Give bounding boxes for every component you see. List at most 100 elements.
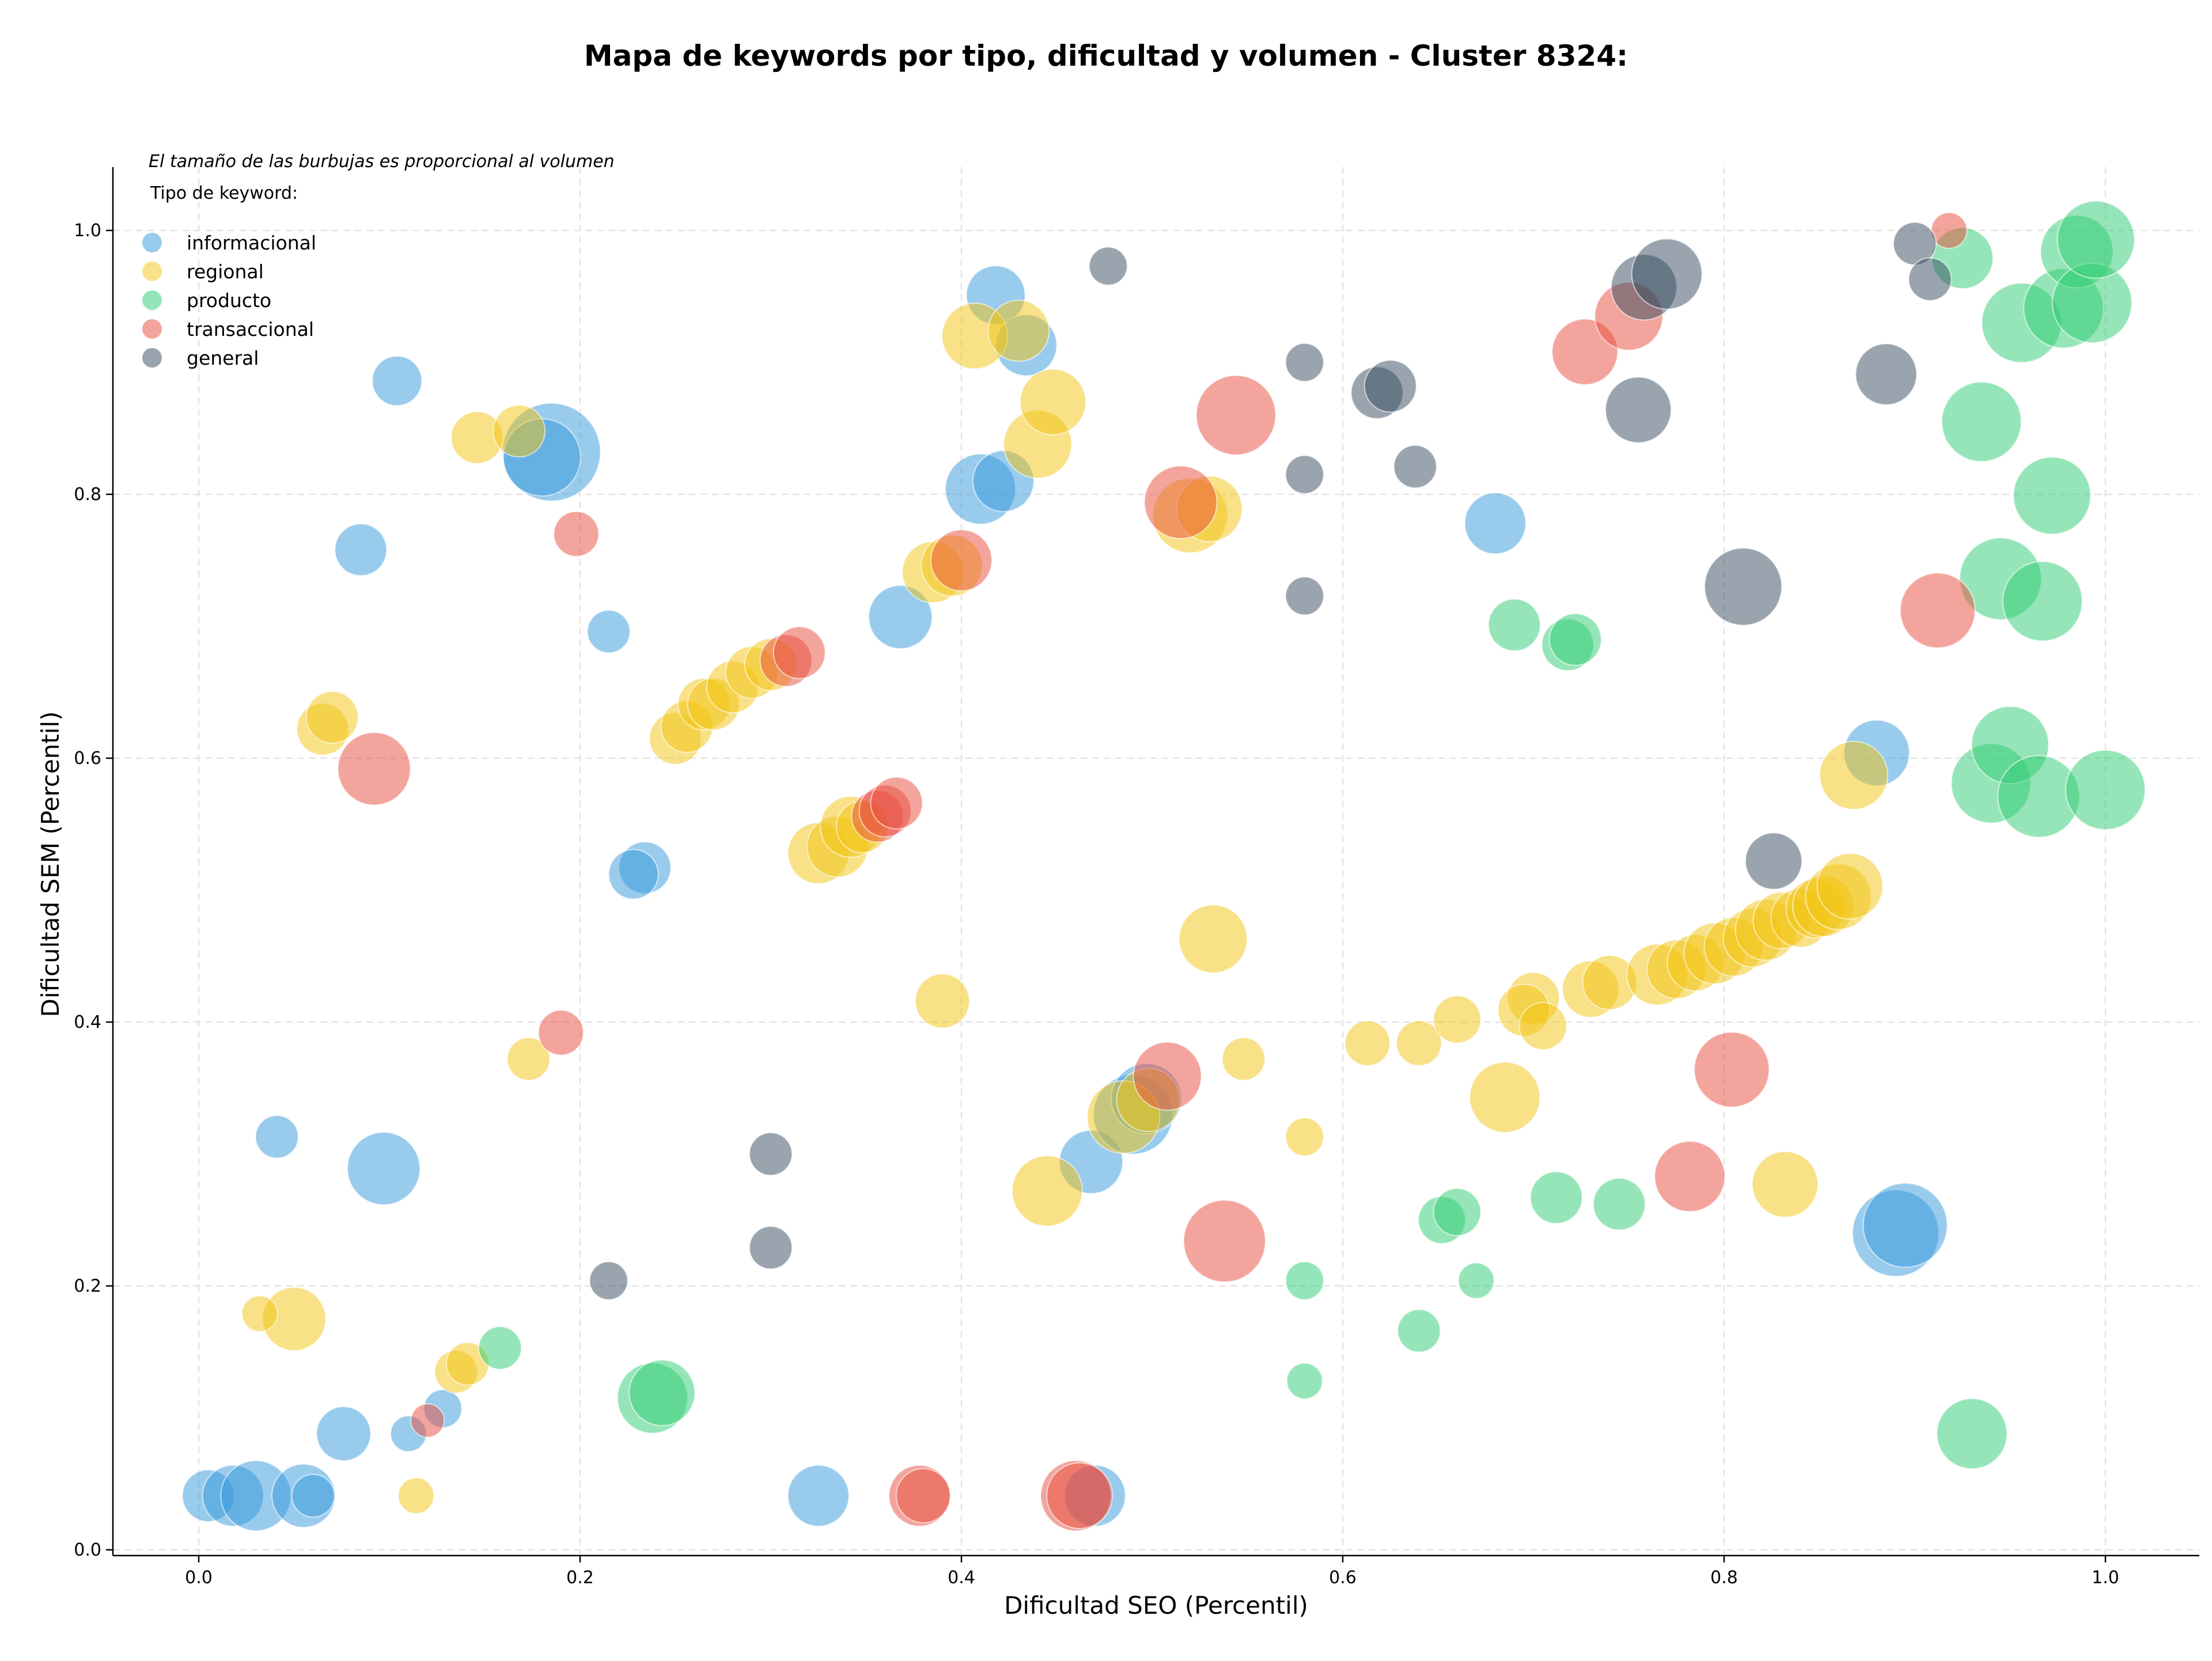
bubble-transaccional <box>337 732 411 806</box>
legend-label-regional: regional <box>187 260 264 283</box>
legend: informacional regional producto transaccion… <box>142 232 316 369</box>
bubble-producto <box>628 1359 696 1427</box>
bubble-informacional <box>372 355 423 407</box>
bubble-producto <box>1286 1362 1323 1399</box>
bubble-producto <box>2002 561 2083 642</box>
bubble-general <box>1704 547 1783 626</box>
bubble-transaccional <box>1694 1031 1770 1108</box>
bubble-informacional <box>316 1406 372 1462</box>
x-tick-label: 0.8 <box>1710 1568 1738 1588</box>
bubble-producto <box>2065 749 2146 830</box>
bubble-informacional <box>347 1132 421 1206</box>
bubble-general <box>749 1225 793 1270</box>
bubble-regional <box>1819 740 1889 810</box>
bubble-informacional <box>291 1474 335 1518</box>
bubble-producto <box>1457 1262 1495 1299</box>
bubble-transaccional <box>1143 465 1218 539</box>
bubble-general <box>1605 376 1672 444</box>
grid <box>113 167 2199 1556</box>
bubble-transaccional <box>772 626 826 679</box>
x-axis-label: Dificultad SEO (Percentil) <box>1004 1591 1308 1620</box>
bubble-general <box>1285 576 1324 616</box>
bubble-producto <box>1548 612 1602 666</box>
legend-marker-regional <box>142 262 162 281</box>
bubble-producto <box>2013 456 2092 535</box>
bubble-general <box>1745 832 1803 890</box>
bubble-transaccional <box>895 1468 951 1524</box>
bubble-general <box>1285 343 1324 382</box>
y-tick-label: 0.6 <box>74 748 101 769</box>
bubble-layer <box>181 200 2146 1532</box>
legend-marker-informacional <box>142 233 162 252</box>
bubble-regional <box>1285 1117 1324 1157</box>
bubble-regional <box>987 300 1050 362</box>
bubble-regional <box>1433 995 1482 1044</box>
bubble-transaccional <box>930 529 993 592</box>
bubble-informacional <box>608 849 659 900</box>
bubble-regional <box>305 691 359 744</box>
bubble-transaccional <box>1183 1200 1266 1283</box>
y-axis-label: Dificultad SEM (Percentil) <box>36 712 65 1017</box>
legend-label-producto: producto <box>187 289 271 312</box>
bubble-regional <box>1221 1037 1266 1081</box>
y-tick-label: 0.2 <box>74 1276 101 1296</box>
axes <box>112 167 2199 1557</box>
bubble-informacional <box>1464 492 1527 555</box>
bubble-informacional <box>334 523 388 577</box>
bubble-regional <box>1344 1020 1391 1066</box>
bubble-producto <box>1592 1178 1646 1231</box>
bubble-regional <box>1019 368 1086 436</box>
bubble-transaccional <box>410 1403 445 1438</box>
bubble-producto <box>1433 1187 1482 1236</box>
bubble-transaccional <box>1899 572 1976 649</box>
bubble-transaccional <box>870 776 923 830</box>
bubble-regional <box>914 973 970 1029</box>
bubble-regional <box>1396 1020 1442 1066</box>
bubble-producto <box>1487 598 1541 652</box>
bubble-general <box>1855 343 1918 406</box>
bubble-general <box>1393 444 1437 489</box>
bubble-producto <box>1941 381 2022 463</box>
x-tick-label: 1.0 <box>2092 1568 2119 1588</box>
legend-marker-transaccional <box>142 319 162 339</box>
bubble-informacional <box>1862 1182 1948 1268</box>
legend-label-general: general <box>187 347 259 369</box>
legend-title: Tipo de keyword: <box>150 183 298 203</box>
x-tick-label: 0.4 <box>948 1568 975 1588</box>
bubble-informacional <box>255 1115 299 1159</box>
bubble-regional <box>493 404 546 458</box>
bubble-regional <box>1011 1155 1083 1227</box>
bubble-general <box>1908 257 1952 301</box>
bubble-regional <box>1518 1001 1567 1050</box>
bubble-regional <box>397 1477 435 1515</box>
chart-title: Mapa de keywords por tipo, dificultad y … <box>584 39 1628 73</box>
legend-label-informacional: informacional <box>187 232 316 254</box>
x-tick-label: 0.6 <box>1329 1568 1357 1588</box>
bubble-transaccional <box>1195 374 1277 456</box>
bubble-general <box>1285 455 1324 494</box>
y-tick-label: 0.8 <box>74 485 101 505</box>
bubble-regional <box>506 1037 551 1081</box>
bubble-regional <box>1469 1061 1541 1133</box>
bubble-general <box>1363 360 1417 413</box>
bubble-producto <box>1936 1398 2008 1470</box>
legend-label-transaccional: transaccional <box>187 318 314 340</box>
bubble-producto <box>1397 1308 1441 1353</box>
bubble-transaccional <box>1132 1041 1202 1111</box>
bubble-size-note: El tamaño de las burbujas es proporciona… <box>149 152 615 172</box>
bubble-informacional <box>787 1465 850 1527</box>
legend-marker-producto <box>142 290 162 310</box>
bubble-transaccional <box>537 1009 584 1056</box>
bubble-producto <box>478 1326 522 1370</box>
x-ticks: 0.0 0.2 0.4 0.6 0.8 1.0 <box>185 1556 2119 1588</box>
legend-marker-general <box>142 348 162 368</box>
x-tick-label: 0.0 <box>185 1568 213 1588</box>
y-tick-label: 0.0 <box>74 1540 101 1560</box>
bubble-regional <box>1751 1151 1819 1218</box>
bubble-regional <box>1816 853 1884 920</box>
bubble-general <box>1631 238 1703 310</box>
y-ticks: 0.0 0.2 0.4 0.6 0.8 1.0 <box>74 221 113 1560</box>
bubble-general <box>589 1261 628 1300</box>
bubble-transaccional <box>1046 1462 1113 1530</box>
